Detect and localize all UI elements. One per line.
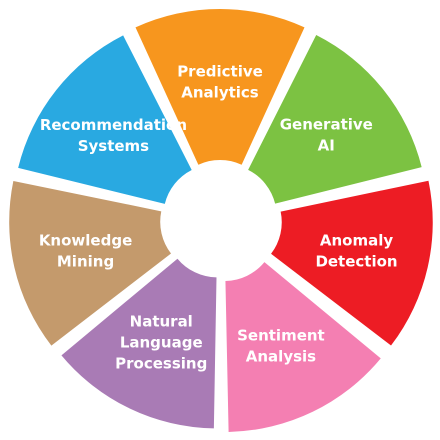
segment-label-line: Processing xyxy=(115,355,207,373)
labels-layer: Predictive Analytics Generative AI Anomaly De… xyxy=(39,63,398,373)
segment-label: Sentiment Analysis xyxy=(237,327,325,366)
segment-knowledge-mining xyxy=(9,180,172,346)
segment-label-line: Sentiment xyxy=(237,327,325,345)
segment-label-line: Recommendation xyxy=(40,116,187,134)
segment-label: Natural Language Processing xyxy=(115,313,207,373)
segment-label-line: Analytics xyxy=(181,84,259,102)
segment-label: Generative AI xyxy=(280,116,373,155)
segment-label-line: Systems xyxy=(78,137,149,155)
segment-recommendation-systems xyxy=(18,35,192,204)
segment-label-line: Predictive xyxy=(177,63,263,81)
segment-label-line: Generative xyxy=(280,116,373,134)
segment-sentiment-analysis xyxy=(225,262,381,432)
segment-natural-language-processing xyxy=(61,258,217,429)
center-hole xyxy=(168,168,272,272)
segment-generative-ai xyxy=(248,35,422,204)
segment-label: Knowledge Mining xyxy=(39,232,132,271)
segment-anomaly-detection xyxy=(271,180,433,346)
segment-predictive-analytics xyxy=(135,8,305,165)
segment-label-line: Analysis xyxy=(246,348,316,366)
segment-label-line: Language xyxy=(120,334,203,352)
segment-label-line: Mining xyxy=(57,253,114,271)
segment-label-line: Natural xyxy=(130,313,193,331)
segment-label: Recommendation Systems xyxy=(40,116,187,155)
segment-label: Predictive Analytics xyxy=(177,63,263,102)
segment-label-line: AI xyxy=(318,137,335,155)
segment-label: Anomaly Detection xyxy=(315,232,397,271)
segment-label-line: Knowledge xyxy=(39,232,132,250)
segment-label-line: Detection xyxy=(315,253,397,271)
segments-layer xyxy=(9,8,433,432)
segment-label-line: Anomaly xyxy=(320,232,393,250)
